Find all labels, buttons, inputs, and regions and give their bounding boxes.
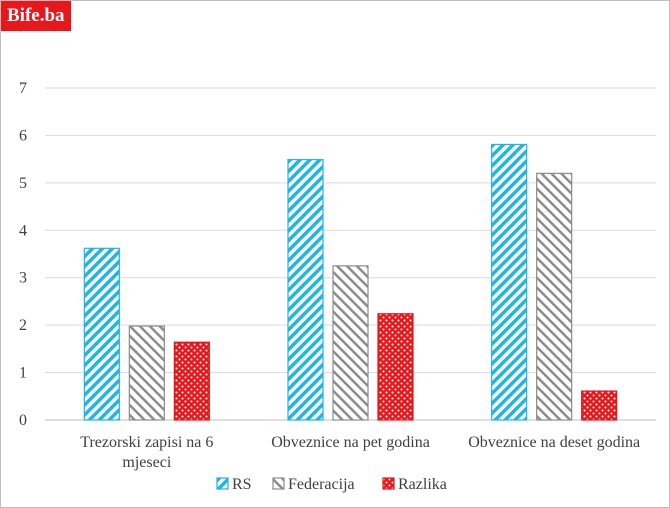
y-tick-label: 1 <box>19 365 27 382</box>
y-tick-label: 7 <box>19 80 27 97</box>
bar-federacija <box>128 325 165 421</box>
bar-rs <box>491 143 528 421</box>
x-category-label: Obveznice na pet godina <box>271 434 430 451</box>
bife-logo: Bife.ba <box>1 1 71 31</box>
y-axis-ticks: 0 1 2 3 4 5 6 7 <box>19 80 27 429</box>
bar-razlika <box>173 341 210 421</box>
bar-rs <box>287 159 324 421</box>
x-axis-categories: Trezorski zapisi na 6 mjeseci Obveznice na… <box>80 434 640 471</box>
y-tick-label: 2 <box>19 317 27 334</box>
legend-swatch <box>382 477 395 490</box>
y-tick-label: 4 <box>19 222 27 239</box>
bar-federacija <box>536 172 573 421</box>
x-category-label: Obveznice na deset godina <box>468 434 640 451</box>
legend: RS Federacija Razlika <box>216 476 447 493</box>
y-tick-label: 3 <box>19 270 27 287</box>
bar-rs <box>83 247 120 421</box>
y-tick-label: 5 <box>19 175 27 192</box>
bar-federacija <box>332 265 369 421</box>
y-tick-label: 6 <box>19 127 27 144</box>
bars <box>83 143 618 421</box>
x-category-label: mjeseci <box>122 454 171 471</box>
legend-swatch <box>216 477 229 490</box>
legend-label: Federacija <box>288 476 355 493</box>
legend-label: Razlika <box>398 476 447 493</box>
legend-label: RS <box>232 476 252 493</box>
legend-swatch <box>272 477 285 490</box>
y-tick-label: 0 <box>19 412 27 429</box>
bar-razlika <box>581 390 618 421</box>
bar-razlika <box>377 313 414 421</box>
x-category-label: Trezorski zapisi na 6 <box>80 434 213 451</box>
